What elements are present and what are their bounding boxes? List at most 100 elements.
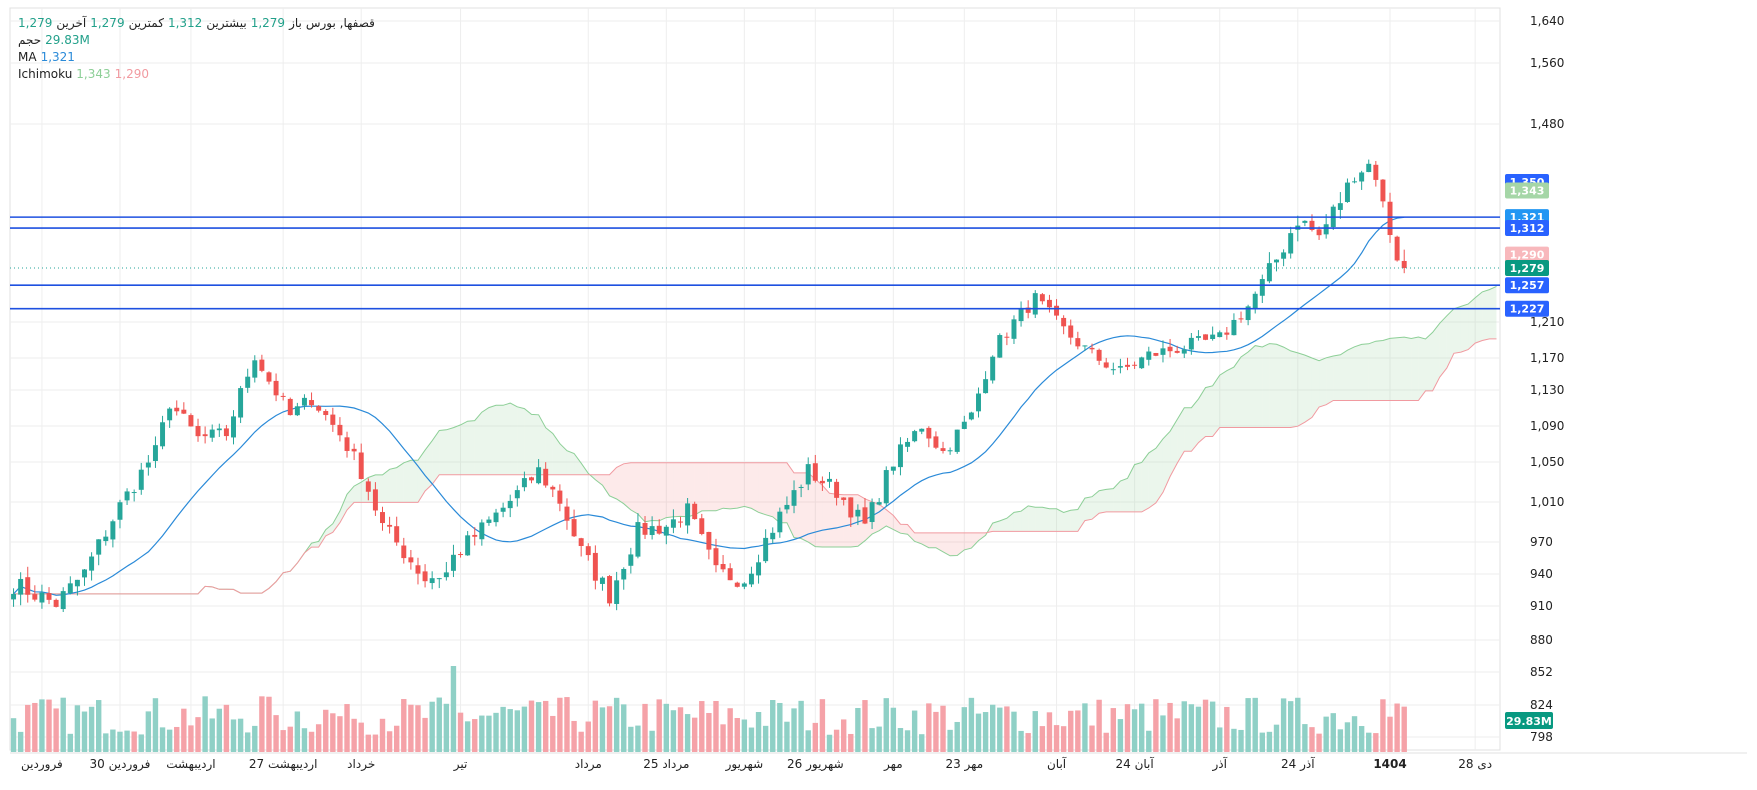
candle-body [862,507,868,524]
volume-bar [954,721,960,752]
cloud-segment [545,427,553,475]
volume-bar [500,706,506,752]
volume-bar [1004,706,1010,752]
candle-body [1337,203,1343,210]
volume-bar [691,717,698,752]
candle [266,371,272,385]
candle-body [280,395,286,397]
volume-bar [1018,730,1024,752]
candle-body [89,556,95,571]
cloud-segment [1092,490,1100,520]
cloud-segment [1049,508,1057,532]
plot-frame [9,7,1501,751]
candle-body [1096,349,1102,361]
cloud-segment [1390,337,1398,401]
cloud-segment [1084,496,1093,521]
x-axis: فروردین 30 فروردین اردیبهشت 27 اردیبهشت خردا… [21,756,1492,772]
candle-body [351,448,357,452]
candle [507,494,513,518]
candle-body [933,436,939,448]
volume-bar [535,702,542,752]
candle-body [734,582,740,587]
candle [663,524,669,545]
cloud-segment [481,407,489,475]
cloud-segment [1283,347,1291,428]
cloud-segment [652,462,660,521]
candle-body [607,576,613,604]
volume-bar [1380,699,1386,752]
candle [841,497,847,506]
volume-bar [1110,708,1117,752]
volume-bar [95,700,102,752]
candle-body [1075,338,1081,347]
cloud-segment [630,462,638,514]
x-tick-label: مرداد [575,757,602,772]
volume-bar [933,711,939,752]
candle-body [947,450,953,452]
candle-body [827,478,832,482]
x-tick-label: 1404 [1373,757,1406,771]
candle [933,431,939,450]
candle-body [472,534,478,537]
y-tick-label: 1,090 [1530,419,1564,433]
cloud-segment [751,462,759,513]
cloud-segment [467,420,475,475]
cloud-segment [474,412,482,475]
candle [983,371,989,394]
cloud-segment [503,403,511,475]
candle [777,507,783,538]
candle-body [1153,352,1159,356]
volume-bar [209,718,215,752]
cloud-segment [552,433,560,475]
candle [514,485,520,507]
volume-bar [1259,732,1266,752]
candle-body [1018,308,1024,322]
candle-body [450,554,456,571]
volume-bar [436,697,442,752]
x-tick-label: 25 مرداد [643,757,689,772]
y-tick-label: 940 [1530,567,1553,581]
candle-body [1004,336,1010,338]
cloud-segment [389,467,397,503]
candle [486,516,492,526]
volume-bar [883,698,889,752]
volume-bar [1309,727,1315,752]
candle [372,482,378,516]
candle-body [1252,293,1258,309]
candle-body [195,426,201,437]
candle-body [571,519,577,537]
cloud-segment [1028,505,1036,532]
candle-body [238,388,244,418]
candle [1266,252,1272,284]
cloud-segment [935,532,944,552]
candle [1011,315,1017,345]
candle-body [1132,364,1138,366]
candle [138,462,144,495]
candle-body [649,526,655,536]
candle-body [1167,346,1173,352]
price-tag-label: 1,227 [1510,303,1545,316]
cloud-segment [1297,352,1305,427]
cloud-segment [1056,508,1064,532]
candle [1153,352,1159,357]
legend-ichimoku-row: Ichimoku 1,343 1,290 [18,66,348,83]
candle-body [1359,172,1365,182]
cloud-segment [808,472,816,547]
volume-bar [947,729,953,752]
volume-bar [862,700,868,752]
candle-body [273,380,279,396]
volume-bar [1060,726,1067,752]
cloud-segment [1482,289,1490,341]
candle-body [32,594,38,600]
cloud-segment [1134,462,1142,512]
volume-bar [684,714,691,752]
x-tick-label: آبان [1047,756,1067,771]
volume-bar [1075,710,1081,752]
candle [1018,301,1024,327]
cloud-segment [1446,308,1454,369]
candle [1075,331,1081,350]
cloud-segment [687,462,695,517]
candle-body [1380,179,1386,202]
candle-body [883,470,889,504]
